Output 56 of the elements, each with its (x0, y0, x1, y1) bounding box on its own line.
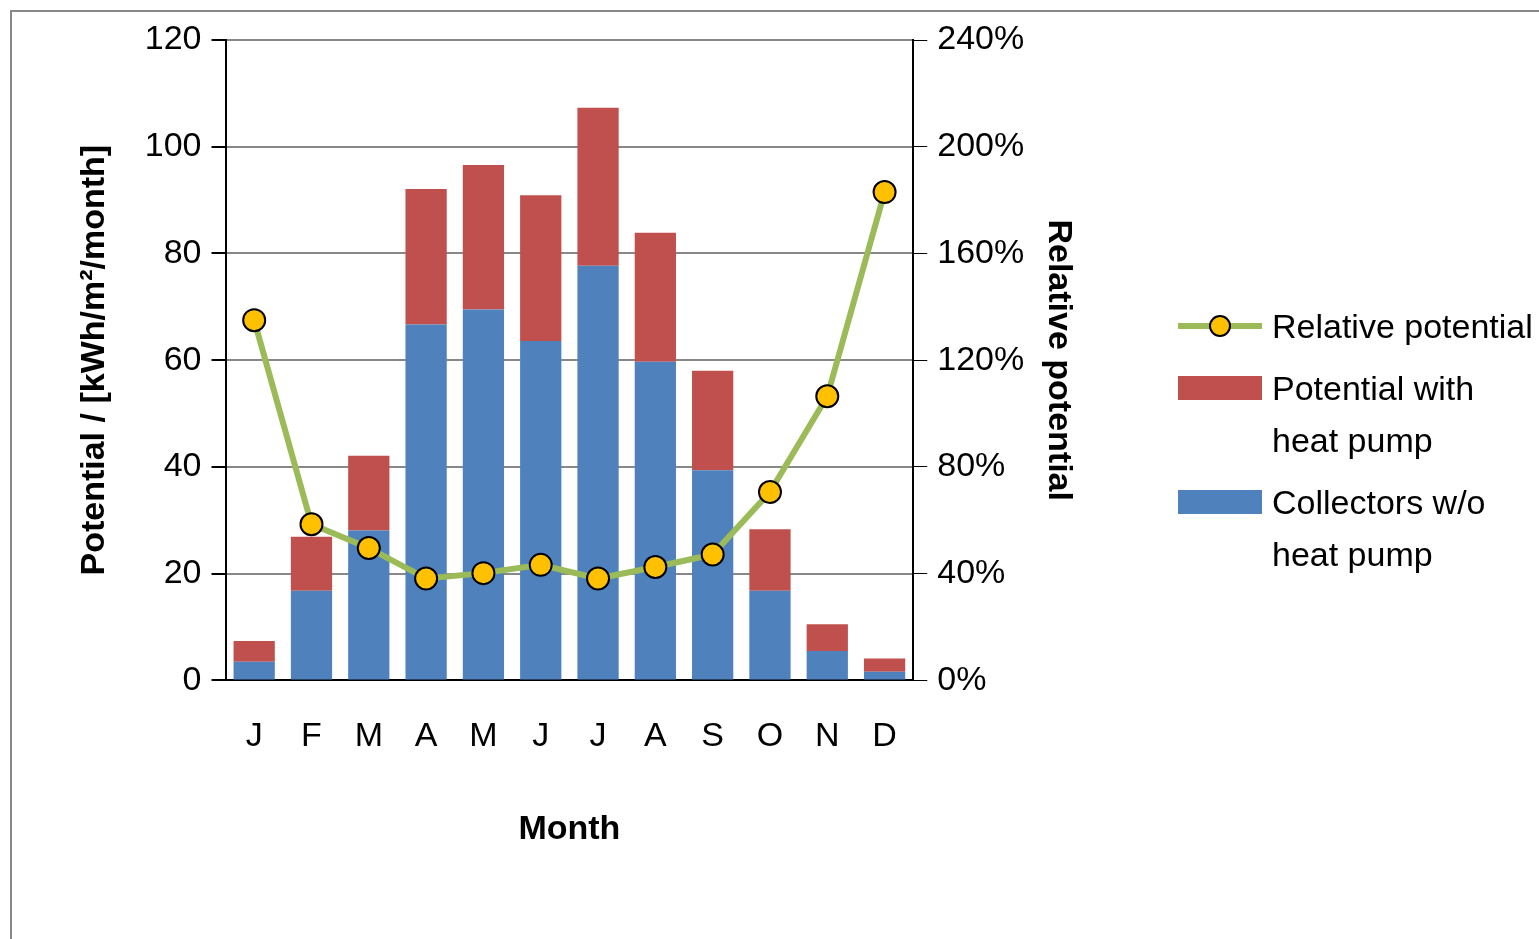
bar (405, 188, 447, 325)
bar (233, 640, 275, 662)
bar (634, 361, 676, 680)
x-tick-label: J (245, 715, 263, 754)
x-tick-label: S (701, 715, 724, 754)
x-tick-label: O (756, 715, 784, 754)
bar (462, 164, 505, 310)
y2-tick-label: 240% (937, 18, 1025, 57)
y2-axis-title: Relative potential (1042, 219, 1081, 501)
y2-tick-label: 0% (937, 658, 987, 697)
bar (806, 651, 848, 680)
y-tick-label: 20 (163, 552, 202, 591)
bar (348, 530, 390, 680)
legend-label: Relative potential (1272, 306, 1533, 347)
bar (577, 107, 619, 266)
x-tick-label: N (815, 715, 840, 754)
y2-tick-label: 120% (937, 338, 1025, 377)
x-tick-label: J (589, 715, 607, 754)
bar (692, 470, 734, 680)
bar (863, 658, 906, 672)
y-tick-label: 80 (163, 231, 202, 270)
y-tick-label: 120 (144, 18, 202, 57)
y2-tick-label: 80% (937, 445, 1006, 484)
bar (577, 265, 619, 680)
y-tick-label: 0 (182, 658, 202, 697)
bar (863, 671, 906, 680)
bar (405, 324, 447, 680)
y-axis-title: Potential / [kWh/m²/month] (72, 144, 111, 576)
x-tick-label: A (644, 715, 667, 754)
x-axis-title: Month (518, 807, 621, 846)
bar (806, 624, 848, 652)
legend-label: Collectors w/o heat pump (1272, 482, 1487, 575)
bar (520, 195, 562, 341)
x-tick-label: J (532, 715, 550, 754)
x-tick-label: M (469, 715, 498, 754)
y-tick-label: 60 (163, 338, 202, 377)
bar (520, 340, 562, 680)
x-tick-label: M (354, 715, 383, 754)
x-tick-label: D (872, 715, 897, 754)
x-tick-label: F (301, 715, 322, 754)
bar (233, 661, 275, 680)
bar (290, 536, 333, 591)
bar (462, 309, 505, 680)
bar (634, 232, 676, 362)
x-tick-label: A (414, 715, 438, 754)
y2-tick-label: 200% (937, 125, 1025, 164)
y-tick-label: 100 (144, 125, 202, 164)
legend-label: Potential with heat pump (1272, 368, 1476, 461)
bar (348, 455, 390, 531)
y2-tick-label: 160% (937, 231, 1025, 270)
y2-tick-label: 40% (937, 552, 1006, 591)
bar (749, 590, 791, 680)
bar (692, 370, 734, 471)
bar (290, 590, 333, 680)
bar (749, 529, 791, 591)
y-tick-label: 40 (163, 445, 202, 484)
